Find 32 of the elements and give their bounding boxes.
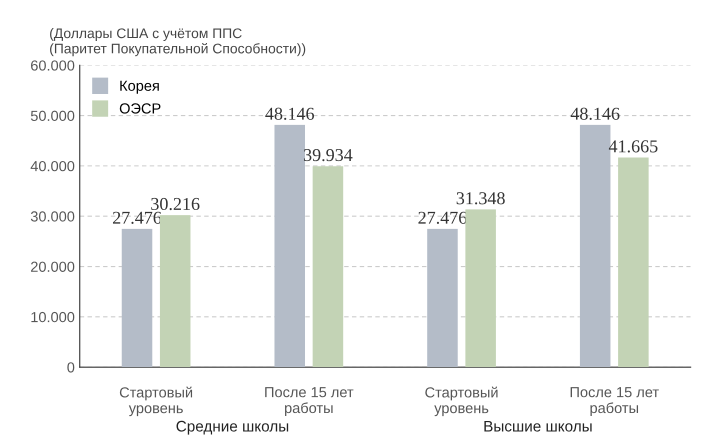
y-tick-label: 40.000	[30, 160, 74, 172]
x-tick-label: Стартовый уровень	[120, 386, 192, 416]
data-label: 39.934	[304, 149, 352, 162]
data-label: 30.216	[151, 198, 200, 210]
text: Средние школы	[176, 420, 288, 435]
bar	[312, 166, 344, 368]
y-tick-label: 10.000	[31, 312, 74, 322]
x-tick-label: После 15 лет работы	[570, 387, 659, 416]
y-tick-label: 60.000	[31, 60, 74, 71]
bar	[618, 158, 649, 368]
data-label: 27.476	[112, 212, 162, 224]
bar	[580, 124, 610, 368]
x-tick-label: Стартовый уровень	[425, 386, 498, 416]
bar	[274, 124, 306, 368]
bar	[427, 228, 458, 368]
data-label: 31.348	[456, 192, 505, 204]
bar	[160, 215, 190, 368]
data-label: 27.476	[418, 212, 467, 224]
bar	[122, 228, 152, 368]
data-label: 48.146	[265, 108, 314, 120]
y-tick-label: 0	[67, 362, 74, 373]
text: Высшие школы	[484, 420, 592, 432]
legend-label: Корея	[120, 80, 159, 94]
y-tick-label: 20.000	[31, 262, 74, 272]
legend-label: ОЭСР	[120, 103, 160, 114]
y-tick-label: 30.000	[30, 211, 74, 222]
y-axis-title: (Доллары США с учётом ППС (Паритет Покупательной Способности))	[50, 28, 306, 56]
data-label: 48.146	[570, 108, 620, 120]
data-label: 41.665	[608, 140, 658, 153]
bar	[465, 209, 496, 368]
y-tick-label: 50.000	[30, 110, 74, 121]
x-tick-label: После 15 лет работы	[265, 387, 354, 416]
